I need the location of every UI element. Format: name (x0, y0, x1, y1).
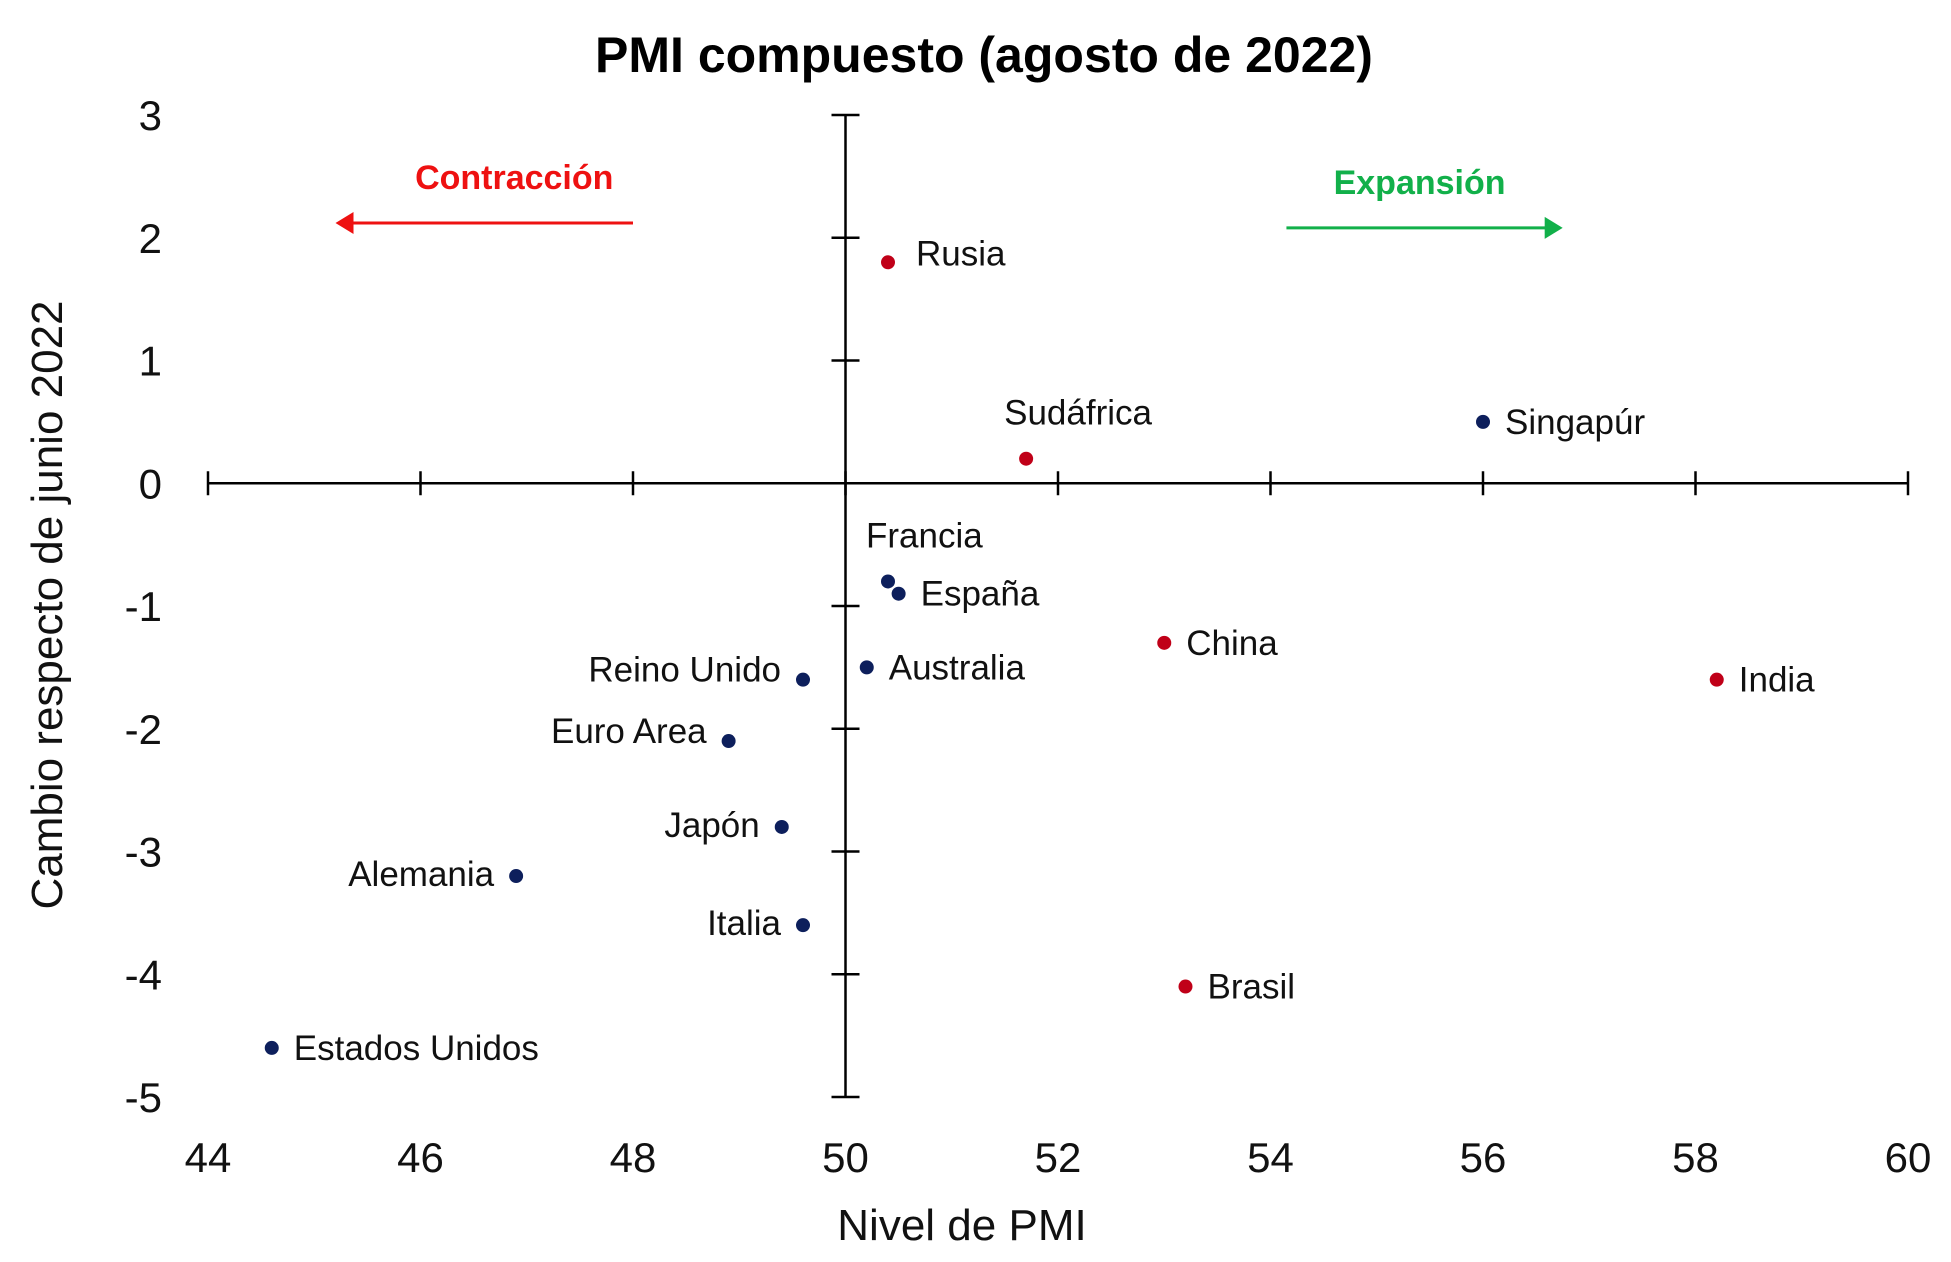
x-tick-label: 50 (822, 1134, 869, 1181)
point-label: Australia (889, 648, 1026, 687)
point-label: China (1186, 624, 1278, 663)
x-tick-label: 52 (1035, 1134, 1082, 1181)
data-point (509, 869, 524, 884)
point-label: Japón (664, 806, 759, 845)
annotation-arrow-head (335, 212, 354, 235)
y-tick-labels: 3 2 1 0 -1 -2 -3 -4 -5 (125, 92, 162, 1121)
y-tick-label: -3 (125, 829, 162, 876)
data-point (774, 819, 789, 834)
data-point (1019, 451, 1034, 466)
x-tick-label: 48 (610, 1134, 657, 1181)
y-tick-label: 3 (139, 92, 162, 139)
x-tick-label: 56 (1460, 1134, 1507, 1181)
x-tick-label: 44 (185, 1134, 232, 1181)
y-tick-label: 2 (139, 215, 162, 262)
data-point (264, 1040, 279, 1055)
y-tick-label: -2 (125, 706, 162, 753)
point-label: Singapúr (1505, 403, 1645, 442)
data-point (1178, 979, 1193, 994)
y-tick-label: -5 (125, 1074, 162, 1121)
data-point (891, 586, 906, 601)
point-label: España (921, 575, 1040, 614)
point-label: Brasil (1208, 968, 1296, 1007)
point-label: Alemania (348, 855, 494, 894)
y-tick-label: 0 (139, 460, 162, 507)
y-axis-label: Cambio respecto de junio 2022 (23, 300, 72, 909)
y-tick-label: 1 (139, 338, 162, 385)
data-points: Rusia Sudáfrica Singapúr Francia España China… (264, 234, 1815, 1068)
point-label: Francia (866, 516, 983, 555)
annotation-arrow-head (1544, 216, 1563, 239)
annotations: Contracción Expansión (335, 159, 1563, 239)
point-label: Sudáfrica (1004, 394, 1152, 433)
point-label: Reino Unido (588, 651, 781, 690)
point-label: Rusia (916, 234, 1006, 273)
data-point (1709, 672, 1724, 687)
data-point (721, 734, 736, 749)
x-tick-label: 60 (1885, 1134, 1932, 1181)
x-tick-label: 46 (397, 1134, 444, 1181)
point-label: Euro Area (551, 712, 707, 751)
data-point (1476, 414, 1490, 429)
point-label: Estados Unidos (294, 1029, 539, 1068)
point-label: India (1739, 661, 1815, 700)
annotation-label: Expansión (1334, 164, 1506, 202)
x-tick-label: 54 (1247, 1134, 1294, 1181)
data-point (796, 672, 810, 687)
data-point (859, 660, 874, 675)
x-tick-labels: 44 46 48 50 52 54 56 58 60 (185, 1134, 1932, 1181)
chart-title: PMI compuesto (agosto de 2022) (595, 27, 1373, 83)
data-point (1157, 635, 1172, 650)
annotation-label: Contracción (415, 159, 613, 197)
x-axis-label: Nivel de PMI (837, 1201, 1086, 1250)
point-label: Italia (707, 904, 781, 943)
y-tick-label: -4 (125, 951, 162, 998)
data-point (881, 255, 895, 270)
data-point (796, 918, 810, 933)
x-tick-label: 58 (1672, 1134, 1719, 1181)
data-point (881, 574, 895, 589)
y-tick-label: -1 (125, 583, 162, 630)
axes (206, 113, 1910, 1099)
